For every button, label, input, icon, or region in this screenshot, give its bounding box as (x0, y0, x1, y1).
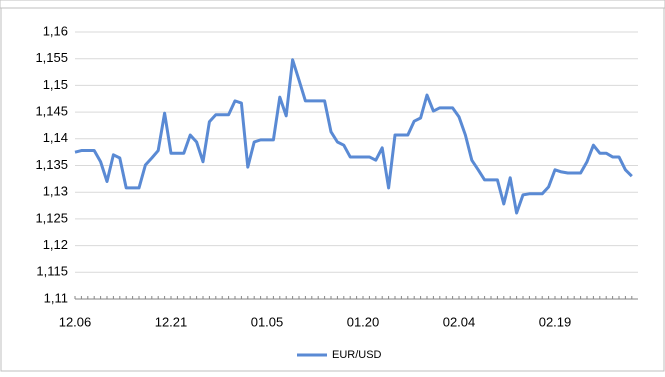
y-tick-label: 1,14 (43, 130, 68, 145)
y-tick-label: 1,135 (35, 157, 68, 172)
y-tick-label: 1,15 (43, 77, 68, 92)
y-tick-label: 1,11 (44, 290, 68, 305)
data-line (74, 58, 633, 215)
y-tick-label: 1,155 (35, 50, 68, 65)
y-tick-label: 1,16 (43, 23, 68, 38)
x-tick-label: 02.04 (443, 314, 476, 329)
y-tick-label: 1,145 (35, 104, 68, 119)
top-border (0, 0, 665, 9)
x-tick-label: 12.06 (59, 314, 92, 329)
x-tick-label: 01.20 (347, 314, 380, 329)
legend-label: EUR/USD (332, 349, 382, 361)
y-tick-label: 1,13 (43, 184, 68, 199)
x-tick-label: 01.05 (251, 314, 284, 329)
x-tick-label: 12.21 (155, 314, 188, 329)
y-tick-label: 1,12 (43, 237, 68, 252)
x-tick-label: 02.19 (539, 314, 572, 329)
y-tick-label: 1,125 (35, 210, 68, 225)
y-tick-label: 1,115 (36, 264, 68, 279)
